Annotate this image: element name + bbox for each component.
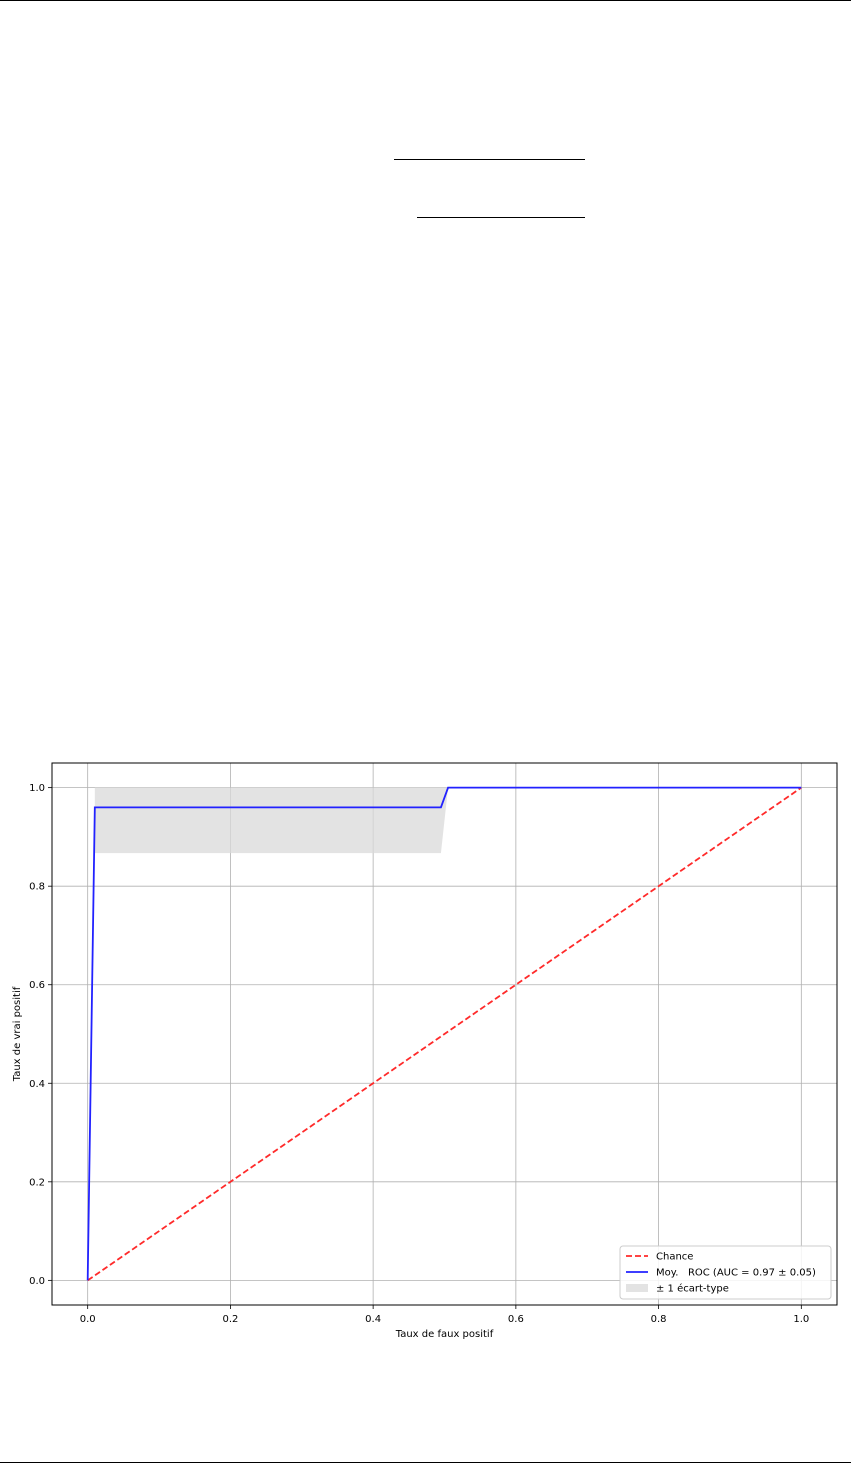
chance-line [87, 786, 802, 1282]
legend: Chance Moy. ROC (AUC = 0.97 ± 0.05) ± 1 éc… [619, 1245, 832, 1300]
x-tick-label: 0.0 [80, 1314, 96, 1325]
legend-swatch-band [626, 1284, 648, 1292]
blank-line-2 [417, 217, 585, 218]
y-tick-label: 0.4 [29, 1079, 45, 1090]
y-tick-label: 1.0 [29, 783, 45, 794]
std-band [94, 787, 802, 854]
y-axis-label: Taux de vrai positif [12, 986, 23, 1082]
legend-label: Moy. ROC (AUC = 0.97 ± 0.05) [656, 1268, 816, 1279]
x-tick-label: 0.4 [365, 1314, 381, 1325]
top-rule [0, 0, 851, 1]
legend-label: ± 1 écart-type [656, 1283, 729, 1295]
x-axis-label: Taux de faux positif [395, 1329, 494, 1340]
std-band-layer [94, 787, 802, 854]
x-tick-label: 1.0 [793, 1314, 809, 1325]
grid [52, 763, 837, 1305]
x-tick-label: 0.6 [508, 1314, 524, 1325]
y-tick-label: 0.2 [29, 1177, 45, 1188]
roc-chart: 0.0 0.2 0.4 0.6 0.8 1.0 0.0 0.2 0.4 0.6 0.8 1.0 Tau… [12, 762, 838, 1340]
legend-box [619, 1245, 832, 1300]
ticks: 0.0 0.2 0.4 0.6 0.8 1.0 0.0 0.2 0.4 0.6 0.8 1.0 [29, 783, 809, 1325]
y-tick-label: 0.8 [29, 882, 45, 893]
series-layer [86, 786, 802, 1282]
mean-roc-line [86, 786, 802, 1281]
bottom-rule [0, 1462, 851, 1463]
legend-label: Chance [656, 1252, 693, 1263]
x-tick-label: 0.2 [222, 1314, 238, 1325]
blank-line-1 [394, 159, 585, 160]
x-tick-label: 0.8 [651, 1314, 667, 1325]
plot-frame [51, 762, 838, 1306]
y-tick-label: 0.6 [29, 980, 45, 991]
y-tick-label: 0.0 [29, 1276, 45, 1287]
